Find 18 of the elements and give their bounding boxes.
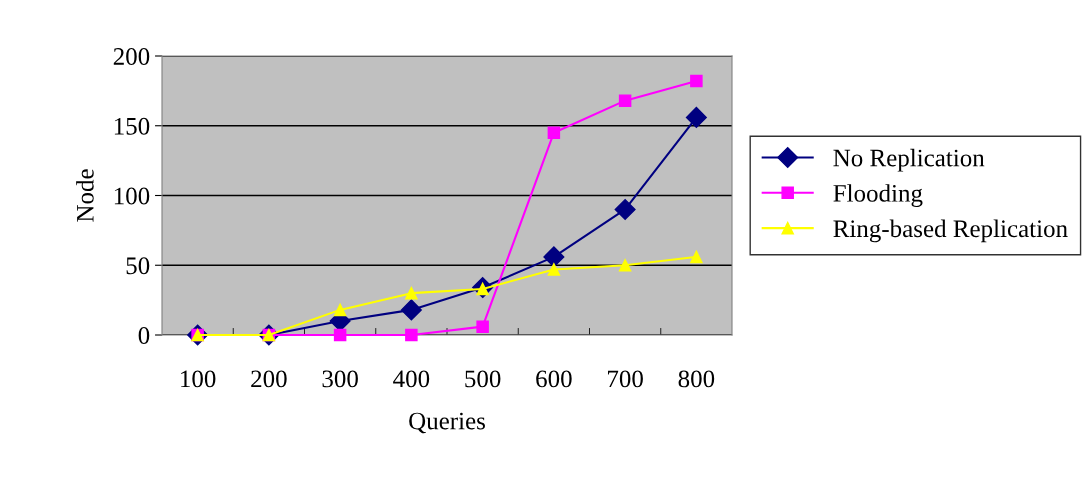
y-tick-label: 100 xyxy=(114,187,150,205)
legend-label: Flooding xyxy=(833,184,923,207)
x-tick-label: 500 xyxy=(465,370,501,388)
x-tick-label: 200 xyxy=(251,370,287,388)
y-tick-label: 0 xyxy=(138,327,150,344)
legend-label: No Replication xyxy=(833,148,985,172)
x-tick-label: 300 xyxy=(322,370,358,388)
y-tick-label: 150 xyxy=(114,117,150,135)
legend-label: Ring-based Replication xyxy=(833,219,1068,243)
x-tick-label: 700 xyxy=(608,370,643,388)
y-tick-label: 50 xyxy=(126,257,150,275)
y-axis-title: Node xyxy=(76,169,94,222)
x-tick-label: 400 xyxy=(393,370,430,388)
y-tick-label: 200 xyxy=(113,48,150,65)
x-axis-title: Queries xyxy=(409,412,485,434)
x-tick-label: 800 xyxy=(678,370,715,388)
x-tick-label: 100 xyxy=(181,370,216,388)
x-tick-label: 600 xyxy=(536,370,572,388)
